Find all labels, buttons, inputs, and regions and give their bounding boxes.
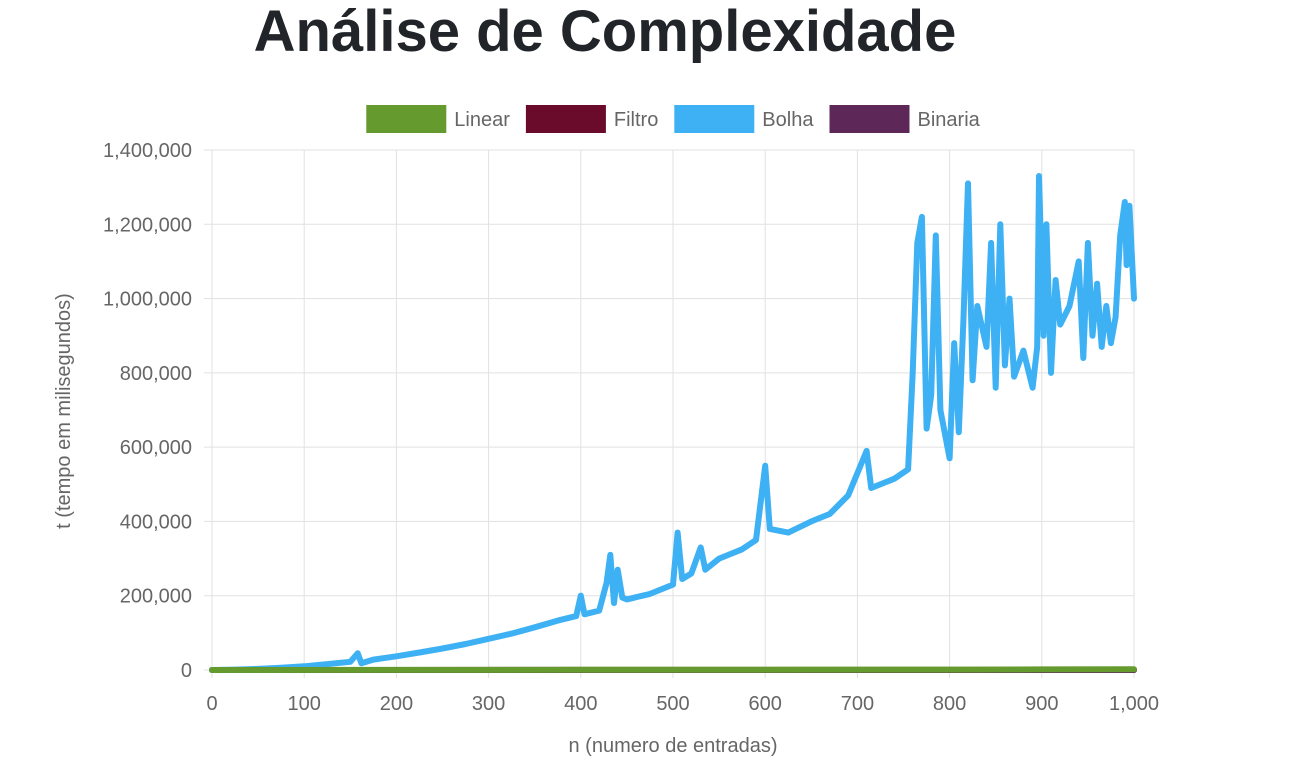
- y-tick-label: 400,000: [120, 511, 192, 533]
- x-tick-label: 500: [656, 693, 689, 715]
- x-tick-label: 0: [206, 693, 217, 715]
- legend-label: Linear: [454, 109, 510, 131]
- x-tick-label: 700: [841, 693, 874, 715]
- series-line-linear: [209, 666, 1137, 673]
- legend-item-filtro[interactable]: Filtro: [525, 105, 658, 133]
- legend-swatch: [674, 105, 755, 133]
- x-tick-label: 800: [933, 693, 966, 715]
- legend-item-bolha[interactable]: Bolha: [674, 105, 814, 133]
- grid-lines: 0 100 200 300 400 500 600 700 800 900 1,000 0 200,00…: [103, 140, 1159, 715]
- legend-label: Bolha: [762, 109, 814, 131]
- x-tick-label: 100: [288, 693, 321, 715]
- y-tick-label: 800,000: [120, 363, 192, 385]
- y-tick-label: 1,200,000: [103, 214, 192, 236]
- legend-swatch: [829, 105, 910, 133]
- y-tick-label: 1,000,000: [103, 289, 192, 311]
- x-tick-label: 200: [380, 693, 413, 715]
- legend-label: Filtro: [614, 109, 658, 131]
- y-tick-label: 0: [181, 660, 192, 682]
- legend: Linear Filtro Bolha Binaria: [366, 105, 981, 133]
- legend-swatch: [366, 105, 447, 133]
- x-axis-title: n (numero de entradas): [568, 735, 777, 757]
- x-tick-label: 1,000: [1109, 693, 1159, 715]
- series-line-bolha: [209, 173, 1137, 673]
- legend-swatch: [525, 105, 606, 133]
- x-tick-label: 300: [472, 693, 505, 715]
- y-tick-label: 200,000: [120, 586, 192, 608]
- y-axis-title: t (tempo em milisegundos): [53, 293, 75, 529]
- legend-item-linear[interactable]: Linear: [366, 105, 510, 133]
- x-tick-label: 900: [1025, 693, 1058, 715]
- y-tick-label: 600,000: [120, 437, 192, 459]
- legend-item-binaria[interactable]: Binaria: [829, 105, 981, 133]
- x-tick-label: 400: [564, 693, 597, 715]
- series-lines: [209, 173, 1137, 673]
- x-tick-label: 600: [749, 693, 782, 715]
- legend-label: Binaria: [918, 109, 981, 131]
- y-tick-label: 1,400,000: [103, 140, 192, 162]
- page-title: Análise de Complexidade: [253, 0, 957, 64]
